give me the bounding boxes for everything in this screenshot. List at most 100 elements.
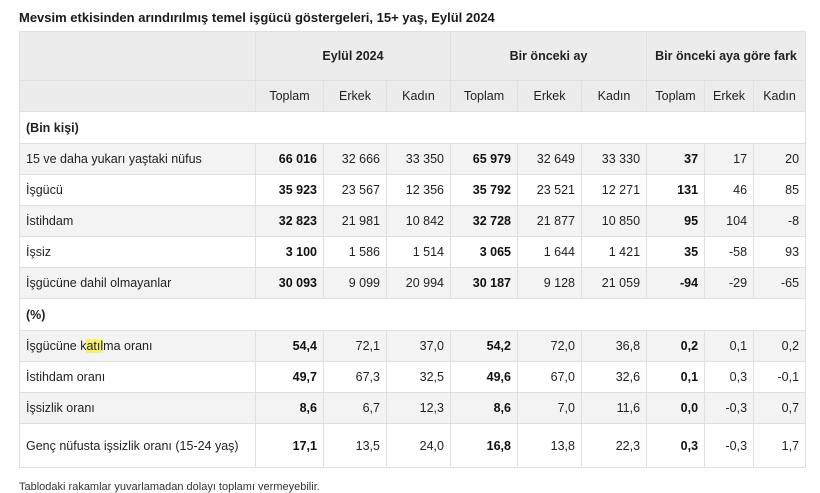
table-cell: 12 271 bbox=[580, 174, 648, 206]
table-cell: 95 bbox=[646, 205, 706, 237]
table-cell: 23 521 bbox=[517, 174, 582, 206]
group-header-difference: Bir önceki aya göre fark bbox=[646, 31, 807, 81]
table-cell: 35 792 bbox=[450, 174, 518, 206]
table-cell: 30 187 bbox=[450, 267, 518, 299]
col-header: Kadın bbox=[753, 80, 807, 112]
table-cell: 49,6 bbox=[450, 361, 518, 393]
table-cell: 85 bbox=[753, 174, 807, 206]
table-cell: 93 bbox=[753, 236, 807, 268]
table-cell: 0,1 bbox=[646, 361, 706, 393]
table-cell: 10 842 bbox=[386, 205, 451, 237]
row-label-part: İşgücüne k bbox=[26, 339, 87, 353]
table-cell: 54,2 bbox=[450, 330, 518, 362]
table-cell: 1 644 bbox=[517, 236, 582, 268]
table-cell: 72,1 bbox=[323, 330, 387, 362]
row-label-part: ma oranı bbox=[103, 339, 153, 353]
section-label-percent: (%) bbox=[18, 298, 807, 331]
table-row: İşgücüne katılma oranı 54,4 72,1 37,0 54… bbox=[19, 330, 807, 362]
table-cell: 46 bbox=[704, 174, 755, 206]
table-cell: 0,3 bbox=[646, 423, 706, 468]
table-cell: -0,1 bbox=[753, 361, 807, 393]
row-label: İşgücüne dahil olmayanlar bbox=[19, 267, 256, 299]
table-cell: 12 356 bbox=[386, 174, 451, 206]
group-header-previous: Bir önceki ay bbox=[449, 31, 648, 81]
highlighted-text: atıl bbox=[86, 339, 104, 353]
table-cell: 37,0 bbox=[386, 330, 451, 362]
col-header: Toplam bbox=[450, 80, 518, 112]
table-cell: 32 728 bbox=[450, 205, 518, 237]
table-cell: 12,3 bbox=[386, 392, 451, 424]
table-cell: 0,2 bbox=[646, 330, 706, 362]
table-cell: 3 065 bbox=[450, 236, 518, 268]
col-header: Erkek bbox=[517, 80, 582, 112]
table-cell: 9 128 bbox=[517, 267, 582, 299]
table-cell: 1 586 bbox=[323, 236, 387, 268]
row-label: İstihdam bbox=[19, 205, 256, 237]
table-cell: 16,8 bbox=[450, 423, 518, 468]
table-cell: 32 666 bbox=[323, 143, 387, 175]
table-cell: 35 923 bbox=[255, 174, 324, 206]
table-cell: 17,1 bbox=[255, 423, 324, 468]
table-row: 15 ve daha yukarı yaştaki nüfus 66 016 3… bbox=[19, 143, 807, 175]
row-label: 15 ve daha yukarı yaştaki nüfus bbox=[19, 143, 256, 175]
table-cell: 22,3 bbox=[580, 423, 648, 468]
table-cell: 1 514 bbox=[386, 236, 451, 268]
table-row: İşgücüne dahil olmayanlar 30 093 9 099 2… bbox=[19, 267, 807, 299]
table-cell: 8,6 bbox=[255, 392, 324, 424]
table-cell: 3 100 bbox=[255, 236, 324, 268]
table-cell: 9 099 bbox=[323, 267, 387, 299]
table-row: İstihdam oranı 49,7 67,3 32,5 49,6 67,0 … bbox=[19, 361, 807, 393]
table-cell: 0,3 bbox=[704, 361, 755, 393]
table-cell: 21 981 bbox=[323, 205, 387, 237]
table-row: İşsiz 3 100 1 586 1 514 3 065 1 644 1 42… bbox=[19, 236, 807, 268]
table-cell: 104 bbox=[704, 205, 755, 237]
table-cell: -65 bbox=[753, 267, 807, 299]
table-cell: 32,5 bbox=[386, 361, 451, 393]
table-cell: 21 059 bbox=[580, 267, 648, 299]
labour-indicators-table: Eylül 2024 Bir önceki ay Bir önceki aya … bbox=[18, 31, 807, 468]
table-cell: 10 850 bbox=[580, 205, 648, 237]
table-cell: 33 350 bbox=[386, 143, 451, 175]
table-cell: 32,6 bbox=[580, 361, 648, 393]
table-cell: 7,0 bbox=[517, 392, 582, 424]
table-cell: 54,4 bbox=[255, 330, 324, 362]
table-cell: 0,2 bbox=[753, 330, 807, 362]
table-cell: 0,7 bbox=[753, 392, 807, 424]
table-cell: 67,0 bbox=[517, 361, 582, 393]
section-row: (%) bbox=[18, 298, 807, 331]
section-row: (Bin kişi) bbox=[18, 111, 807, 144]
col-header: Erkek bbox=[704, 80, 755, 112]
row-label: İşgücü bbox=[19, 174, 256, 206]
table-cell: -0,3 bbox=[704, 423, 755, 468]
col-header: Kadın bbox=[386, 80, 451, 112]
table-cell: 32 649 bbox=[517, 143, 582, 175]
table-cell: 17 bbox=[704, 143, 755, 175]
corner-subheader-cell bbox=[19, 80, 256, 112]
table-cell: 30 093 bbox=[255, 267, 324, 299]
table-cell: 0,0 bbox=[646, 392, 706, 424]
section-label-thousands: (Bin kişi) bbox=[18, 111, 807, 144]
table-cell: 49,7 bbox=[255, 361, 324, 393]
table-footnote: Tablodaki rakamlar yuvarlamadan dolayı t… bbox=[19, 481, 320, 493]
row-label: İşgücüne katılma oranı bbox=[19, 330, 256, 362]
col-header: Erkek bbox=[323, 80, 387, 112]
group-header-current: Eylül 2024 bbox=[255, 31, 451, 81]
table-cell: 67,3 bbox=[323, 361, 387, 393]
table-row: Genç nüfusta işsizlik oranı (15-24 yaş) … bbox=[19, 423, 807, 468]
table-cell: -29 bbox=[704, 267, 755, 299]
table-cell: 32 823 bbox=[255, 205, 324, 237]
table-cell: 0,1 bbox=[704, 330, 755, 362]
col-header: Toplam bbox=[255, 80, 324, 112]
table-cell: 66 016 bbox=[255, 143, 324, 175]
table-cell: 1 421 bbox=[580, 236, 648, 268]
table-cell: -58 bbox=[704, 236, 755, 268]
table-row: İşgücü 35 923 23 567 12 356 35 792 23 52… bbox=[19, 174, 807, 206]
corner-header-cell bbox=[19, 31, 256, 81]
table-cell: 23 567 bbox=[323, 174, 387, 206]
table-cell: 13,5 bbox=[323, 423, 387, 468]
row-label: İşsizlik oranı bbox=[19, 392, 256, 424]
table-cell: 36,8 bbox=[580, 330, 648, 362]
table-cell: 131 bbox=[646, 174, 706, 206]
table-cell: 72,0 bbox=[517, 330, 582, 362]
table-title: Mevsim etkisinden arındırılmış temel işg… bbox=[19, 10, 495, 25]
